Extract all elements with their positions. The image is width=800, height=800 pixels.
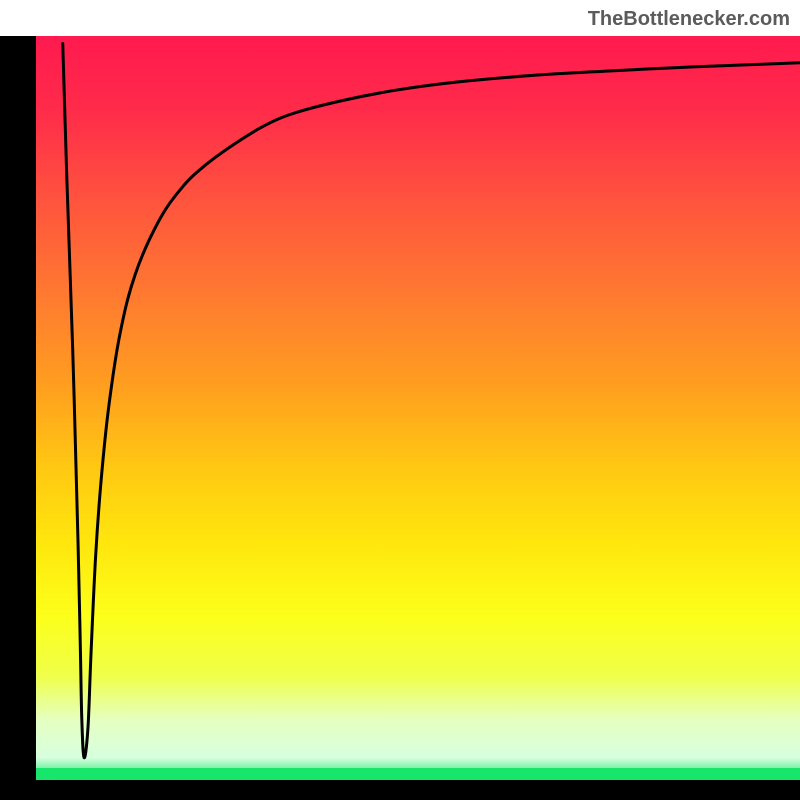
attribution-watermark: TheBottlenecker.com — [588, 8, 790, 31]
chart-background — [36, 36, 800, 780]
chart-green-band — [36, 768, 800, 780]
page-root: TheBottlenecker.com — [0, 0, 800, 800]
chart-frame-left — [0, 0, 36, 800]
bottleneck-chart — [0, 0, 800, 800]
chart-frame-bottom — [0, 780, 800, 800]
